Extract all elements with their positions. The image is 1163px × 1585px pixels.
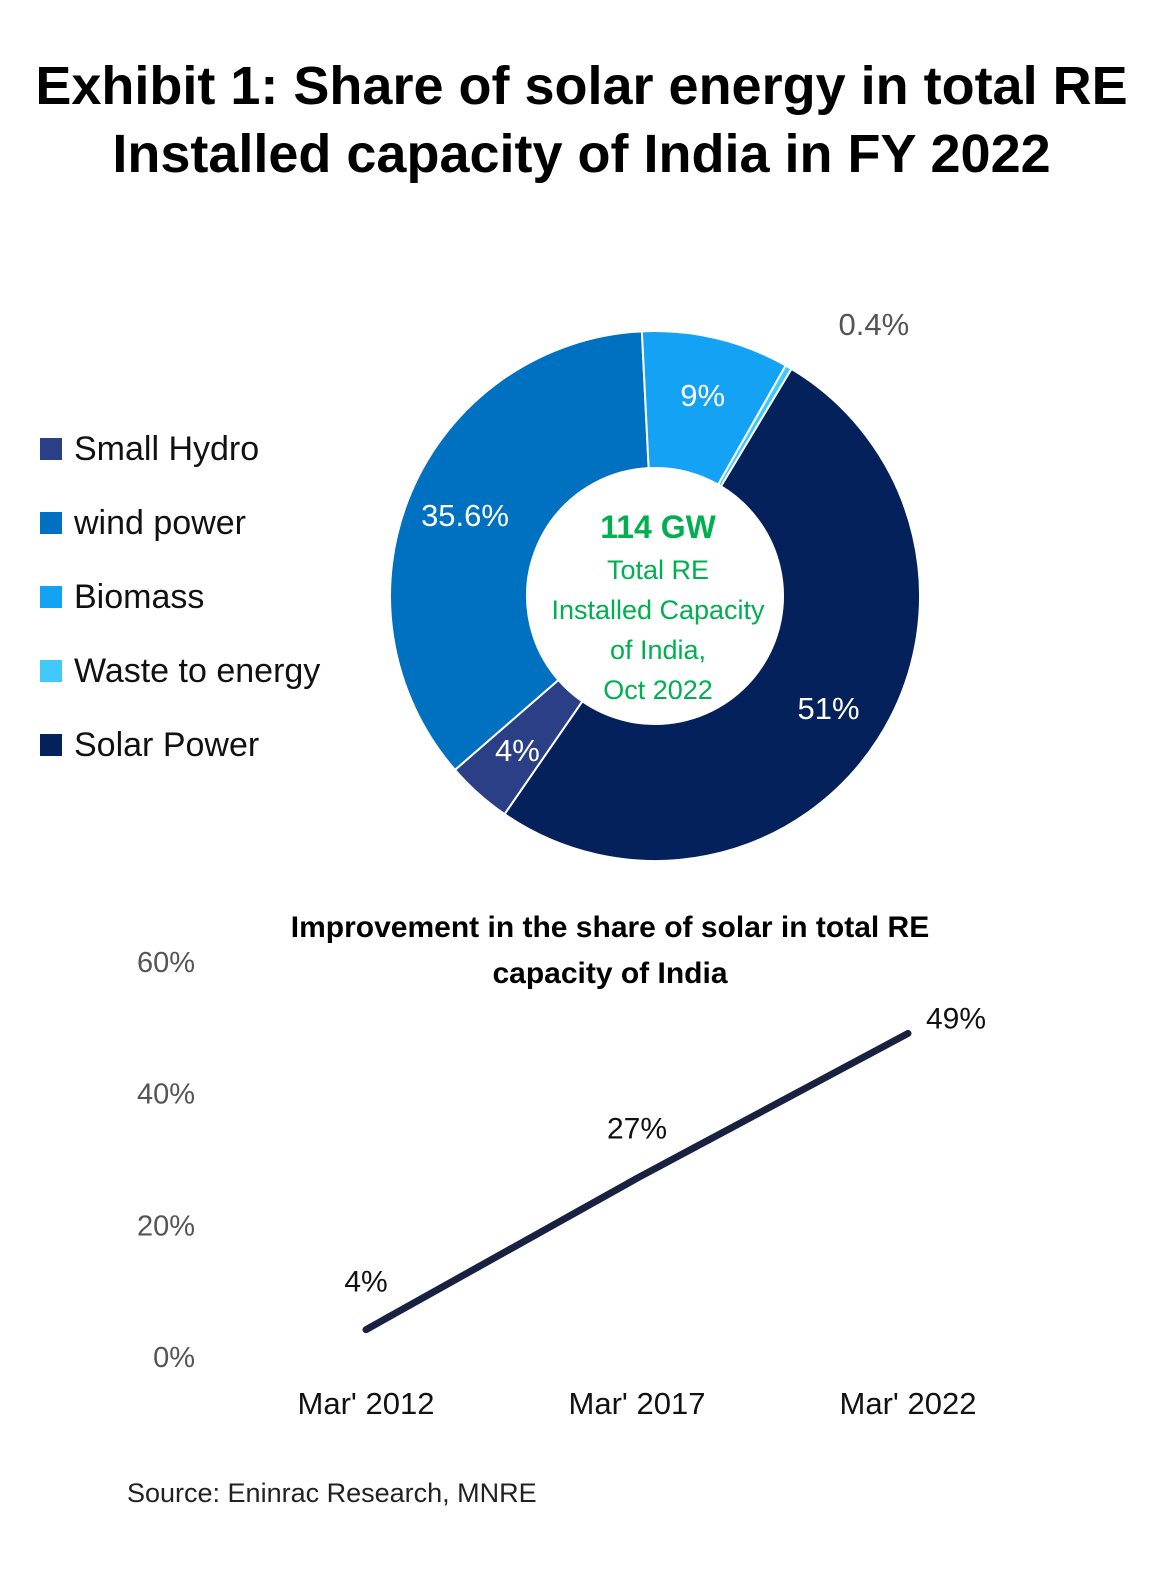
donut-slice-solar-power (503, 367, 921, 862)
line-data-label: 27% (607, 1112, 667, 1145)
donut-label-waste-to-energy: 0.4% (838, 307, 909, 342)
legend-label-small-hydro: Small Hydro (74, 429, 260, 468)
legend-swatch-biomass (40, 586, 62, 608)
donut-center-line-1: Total RE (607, 555, 709, 585)
line-series (362, 1029, 912, 1334)
y-tick-label: 60% (137, 947, 195, 979)
legend-swatch-small-hydro (40, 438, 62, 460)
donut-chart: 51% 4% 35.6% 9% 0.4% 114 GW Total RE Installed … (389, 307, 921, 862)
y-tick-label: 0% (153, 1342, 195, 1374)
legend-swatch-solar-power (40, 734, 62, 756)
donut-slice-waste-to-energy (716, 364, 793, 488)
legend-label-solar-power: Solar Power (74, 725, 260, 764)
donut-slice-wind-power (389, 330, 650, 772)
donut-legend: Small Hydro wind power Biomass Waste to … (40, 412, 320, 782)
legend-label-waste-to-energy: Waste to energy (74, 651, 321, 690)
chart-title: Exhibit 1: Share of solar energy in tota… (0, 52, 1163, 188)
y-tick-label: 40% (137, 1079, 195, 1111)
chart-title-line-2: Installed capacity of India in FY 2022 (112, 124, 1051, 184)
legend-swatch-waste-to-energy (40, 660, 62, 682)
x-tick-label: Mar' 2022 (840, 1386, 977, 1421)
chart-title-line-1: Exhibit 1: Share of solar energy in tota… (35, 56, 1128, 116)
legend-label-wind-power: wind power (74, 503, 246, 542)
donut-center-value: 114 GW (600, 509, 716, 545)
legend-item-solar-power: Solar Power (40, 708, 320, 782)
legend-item-wind-power: wind power (40, 486, 320, 560)
donut-label-biomass: 9% (680, 378, 725, 413)
line-chart-title-line-1: Improvement in the share of solar in tot… (290, 911, 930, 944)
donut-label-wind-power: 35.6% (421, 498, 509, 533)
legend-label-biomass: Biomass (74, 577, 205, 616)
donut-center-line-4: Oct 2022 (603, 675, 713, 705)
y-tick-label: 20% (137, 1210, 195, 1242)
donut-label-solar-power: 51% (798, 691, 860, 726)
donut-center-line-2: Installed Capacity (551, 595, 765, 625)
line-chart-title-line-2: capacity of India (492, 957, 728, 990)
legend-item-biomass: Biomass (40, 560, 320, 634)
x-tick-label: Mar' 2012 (298, 1386, 435, 1421)
legend-swatch-wind-power (40, 512, 62, 534)
line-chart-title: Improvement in the share of solar in tot… (230, 905, 990, 997)
legend-item-small-hydro: Small Hydro (40, 412, 320, 486)
line-data-label: 49% (926, 1002, 986, 1035)
legend-item-waste-to-energy: Waste to energy (40, 634, 320, 708)
source-note: Source: Eninrac Research, MNRE (127, 1478, 537, 1508)
line-data-label: 4% (344, 1266, 387, 1299)
x-tick-label: Mar' 2017 (569, 1386, 706, 1421)
donut-label-small-hydro: 4% (495, 733, 540, 768)
donut-center-line-3: of India, (610, 635, 706, 665)
